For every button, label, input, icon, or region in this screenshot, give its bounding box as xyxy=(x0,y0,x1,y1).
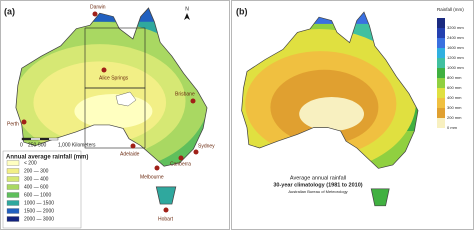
legend-swatch xyxy=(437,98,445,108)
legend: Rainfall (mm) 3200 mm 2400 mm 1600 mm 1200 … xyxy=(437,7,464,130)
legend-label: 2000 — 3000 xyxy=(24,216,54,222)
legend-swatch xyxy=(6,200,20,206)
legend-swatch xyxy=(6,176,20,182)
panel-label: (b) xyxy=(236,6,248,16)
legend-label: 400 — 600 xyxy=(24,184,49,190)
legend-label: 1500 — 2000 xyxy=(24,208,54,214)
legend-swatch xyxy=(437,88,445,98)
north-arrow: N xyxy=(184,6,190,20)
city-label: Darwin xyxy=(90,4,106,10)
scale-label: 1,000 Kilometers xyxy=(58,142,96,148)
legend-label: 200 — 300 xyxy=(24,168,49,174)
lake xyxy=(115,91,137,107)
legend-swatch xyxy=(437,18,445,28)
legend-swatch xyxy=(437,48,445,58)
caption: Average annual rainfall 30-year climatol… xyxy=(273,175,362,194)
legend-swatch xyxy=(6,160,20,166)
legend-swatch xyxy=(437,28,445,38)
legend-swatch xyxy=(6,208,20,214)
city-label: Perth xyxy=(7,121,19,127)
scale-label: 500 xyxy=(38,142,47,148)
scale-label: 250 xyxy=(28,142,37,148)
legend: Annual average rainfall (mm) < 200 200 — … xyxy=(2,150,88,229)
legend-label: 1200 mm xyxy=(447,55,464,60)
scale-label: 0 xyxy=(20,142,23,148)
legend-label: 600 — 1000 xyxy=(24,192,51,198)
legend-swatch xyxy=(437,108,445,118)
legend-label: 300 mm xyxy=(447,105,462,110)
legend-label: 0 mm xyxy=(447,125,458,130)
legend-label: 1000 — 1500 xyxy=(24,200,54,206)
city-dots xyxy=(21,11,199,213)
legend-swatch xyxy=(6,192,20,198)
panel-label: (a) xyxy=(4,6,15,16)
figure: (a) N Darwin Alice Springs Brisbane Pert… xyxy=(0,0,474,230)
legend-label: 1600 mm xyxy=(447,45,464,50)
legend-swatch xyxy=(437,68,445,78)
legend-swatch xyxy=(437,38,445,48)
city-label: Canberra xyxy=(170,161,191,167)
city-label: Sydney xyxy=(198,143,215,149)
legend-title: Rainfall (mm) xyxy=(437,7,464,12)
page: (a) N Darwin Alice Springs Brisbane Pert… xyxy=(0,0,474,230)
caption-line: Australian Bureau of Meteorology xyxy=(288,189,347,194)
legend-label: 400 mm xyxy=(447,95,462,100)
city-label: Hobart xyxy=(158,216,174,222)
north-label: N xyxy=(185,6,189,12)
city-label: Brisbane xyxy=(175,91,195,97)
legend-swatch xyxy=(6,216,20,222)
legend-swatch xyxy=(437,78,445,88)
legend-swatch xyxy=(6,168,20,174)
caption-line: 30-year climatology (1981 to 2010) xyxy=(273,182,362,188)
city-label: Adelaide xyxy=(120,151,140,157)
legend-label: < 200 xyxy=(24,160,37,166)
legend-label: 600 mm xyxy=(447,85,462,90)
legend-title: Annual average rainfall (mm) xyxy=(6,155,88,161)
legend-swatch xyxy=(6,184,20,190)
legend-label: 2400 mm xyxy=(447,35,464,40)
grid-boxes xyxy=(84,27,146,149)
scale-bar: 0 250 500 1,000 Kilometers xyxy=(20,137,96,148)
legend-swatch xyxy=(437,58,445,68)
city-label: Alice Springs xyxy=(99,75,129,81)
legend-label: 1000 mm xyxy=(447,65,464,70)
legend-label: 300 — 400 xyxy=(24,176,49,182)
caption-line: Average annual rainfall xyxy=(290,175,346,181)
legend-label: 800 mm xyxy=(447,75,462,80)
legend-label: 200 mm xyxy=(447,115,462,120)
legend-label: 3200 mm xyxy=(447,25,464,30)
legend-swatch xyxy=(437,118,445,128)
city-label: Melbourne xyxy=(140,174,164,180)
